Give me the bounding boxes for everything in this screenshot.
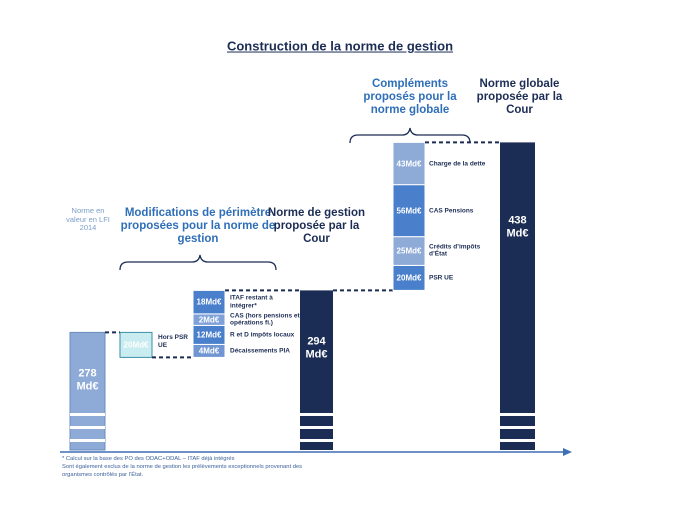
bar: [192, 289, 226, 315]
annotation: Norme en valeur en LFI 2014: [66, 206, 110, 233]
side-label: R et D impôts locaux: [230, 331, 295, 339]
footnote: organismes contrôlés par l’État.: [62, 472, 144, 478]
side-label: Crédits d’impôts d’État: [429, 243, 481, 259]
axis-break: [500, 413, 535, 416]
baseline-arrow: [563, 448, 572, 456]
side-label: Décaissements PIA: [230, 347, 290, 355]
side-label: CAS Pensions: [429, 206, 474, 214]
value-label: 25Md€: [396, 246, 422, 256]
bar: [119, 331, 153, 358]
value-label: 4Md€: [198, 346, 220, 356]
side-label: ITAF restant à intégrer*: [230, 294, 273, 310]
value-label: 12Md€: [196, 330, 222, 340]
axis-break: [300, 439, 333, 442]
chart-title: Construction de la norme de gestion: [226, 38, 454, 54]
value-label: 294 Md€: [305, 335, 328, 361]
bar: [69, 331, 106, 451]
bar: [392, 141, 426, 186]
annotation: Compléments proposés pour la norme globa…: [363, 78, 457, 117]
value-label: 20Md€: [396, 273, 422, 283]
value-label: 56Md€: [396, 206, 422, 216]
value-label: 18Md€: [196, 297, 222, 307]
axis-break: [500, 426, 535, 429]
value-label: 43Md€: [396, 158, 422, 168]
value-label: 2Md€: [198, 315, 220, 325]
axis-break: [70, 413, 105, 416]
axis-break: [70, 426, 105, 429]
axis-break: [300, 426, 333, 429]
value-label: 438 Md€: [506, 214, 529, 240]
annotation: Modifications de périmètre proposées pou…: [120, 207, 276, 246]
side-label: PSR UE: [429, 274, 454, 282]
side-label: Charge de la dette: [429, 159, 486, 167]
brace: [119, 254, 277, 271]
bar: [300, 290, 333, 450]
annotation: Norme globale proposée par la Cour: [476, 78, 563, 117]
annotation: Norme de gestion proposée par la Cour: [267, 207, 366, 246]
axis-break: [70, 439, 105, 442]
value-label: 278 Md€: [76, 367, 99, 393]
brace: [349, 127, 471, 144]
footnote: * Calcul sur la base des PO des ODAC+ODA…: [62, 456, 235, 462]
value-label: 20Md€: [123, 340, 149, 350]
footnote: Sont également exclus de la norme de ges…: [62, 464, 303, 470]
side-label: Hors PSR UE: [158, 334, 188, 349]
side-label: CAS (hors pensions et opérations fi.): [230, 312, 300, 327]
axis-break: [500, 439, 535, 442]
bar: [500, 142, 535, 450]
bar: [392, 264, 426, 291]
axis-break: [300, 413, 333, 416]
